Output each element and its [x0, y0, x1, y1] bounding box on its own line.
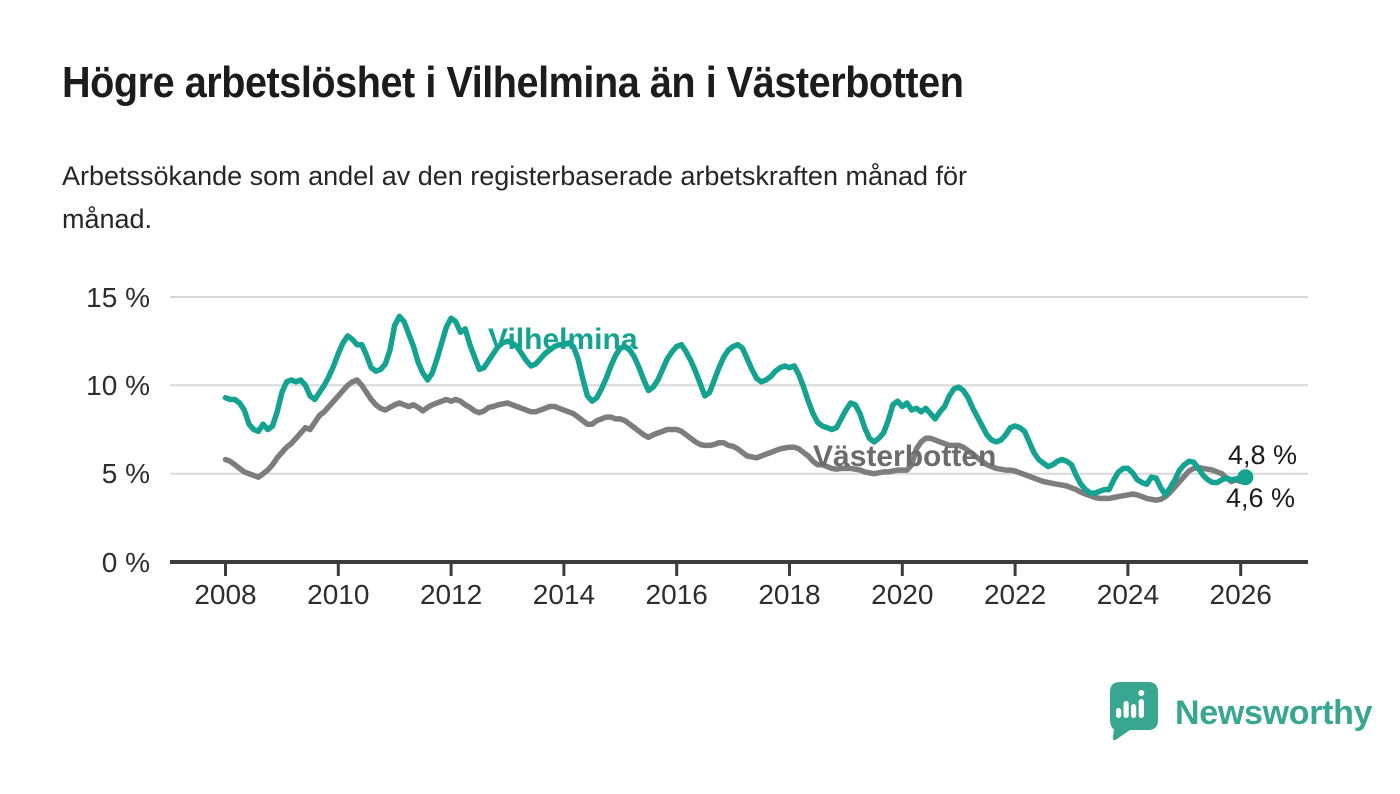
y-tick-label-10: 10 % [86, 370, 150, 401]
x-tick-label: 2026 [1210, 579, 1272, 610]
bar-chart-icon [1116, 690, 1145, 718]
vilhelmina-line [222, 313, 1249, 498]
newsworthy-logo: Newsworthy [1110, 682, 1373, 744]
exclamation-stem [1138, 699, 1144, 718]
y-tick-label-0: 0 % [102, 547, 150, 578]
x-tick-label: 2010 [307, 579, 369, 610]
vasterbotten-series-label: Västerbotten [813, 440, 996, 473]
vilhelmina-series-label: Vilhelmina [488, 323, 638, 356]
x-tick-label: 2016 [646, 579, 708, 610]
vasterbotten-end-value: 4,6 % [1226, 483, 1295, 513]
chart-subtitle: Arbetssökande som andel av den registerb… [62, 155, 967, 241]
x-tick-label: 2012 [420, 579, 482, 610]
x-tick-label: 2008 [194, 579, 256, 610]
chart-subtitle-line2: månad. [62, 204, 153, 234]
x-tick-label: 2014 [533, 579, 595, 610]
x-tick-label: 2024 [1097, 579, 1159, 610]
vilhelmina-end-value: 4,8 % [1228, 440, 1297, 470]
newsworthy-logo-text: Newsworthy [1175, 693, 1373, 732]
y-tick-label-5: 5 % [102, 458, 150, 489]
y-tick-label-15: 15 % [86, 282, 150, 313]
x-tick-label: 2020 [871, 579, 933, 610]
x-tick-label: 2022 [984, 579, 1046, 610]
vasterbotten-line [222, 377, 1249, 503]
chart-title: Högre arbetslöshet i Vilhelmina än i Väs… [62, 58, 964, 107]
x-tick-label: 2018 [758, 579, 820, 610]
vilhelmina-end-dot [1237, 469, 1254, 486]
chart-subtitle-line1: Arbetssökande som andel av den registerb… [62, 161, 968, 191]
exclamation-dot [1138, 690, 1145, 696]
newsworthy-logo-icon [1110, 682, 1158, 741]
